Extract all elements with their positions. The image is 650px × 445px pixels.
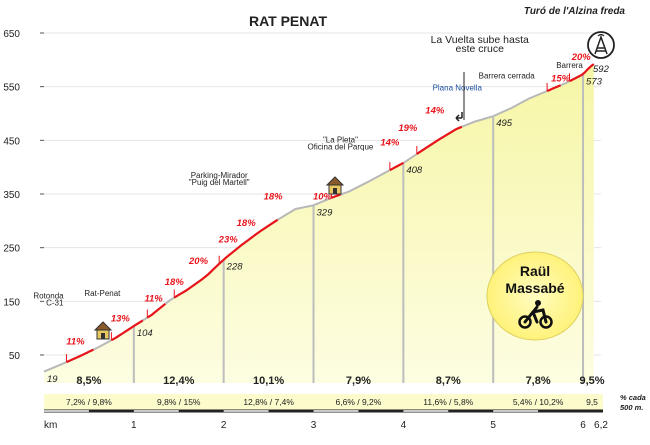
gradient-label: 19% [398, 123, 418, 134]
elevation-label: 495 [496, 118, 513, 129]
x-tick-label: 6 [580, 420, 586, 431]
segment-average-label: 12,4% [163, 375, 194, 387]
author-first-name: Raül [520, 263, 550, 279]
gradient-label: 18% [264, 191, 284, 202]
half-km-label: 11,6% / 5,8% [423, 397, 473, 407]
steep-section-line [66, 348, 94, 364]
annotation-label: "La Pleta" [323, 135, 358, 144]
half-km-label: 7,2% / 9,8% [66, 397, 112, 407]
gradient-label: 14% [380, 138, 400, 149]
segment-average-label: 8,7% [436, 375, 461, 387]
annotation-label: "Puig del Martell" [189, 178, 250, 187]
x-tick-label: 3 [311, 420, 317, 431]
half-km-band-bg [44, 394, 603, 411]
y-tick-label: 450 [3, 136, 20, 147]
km-markers [132, 74, 585, 383]
steep-section-line [218, 218, 279, 265]
segment-average-label: 7,8% [526, 375, 551, 387]
y-axis-ticks: 650 550 450 350 250 150 50 [3, 29, 44, 362]
x-axis-ticks: 1 2 3 4 5 6 6,2 [131, 420, 608, 431]
annotation-label: este cruce [455, 43, 504, 55]
legend-note-1: % cada [620, 393, 646, 402]
profile-fill [44, 64, 594, 383]
gradient-label: 11% [144, 293, 163, 304]
steep-section-line [569, 63, 595, 83]
half-km-label: 9,5 [586, 397, 598, 407]
house-icon [93, 321, 113, 340]
annotation-label: La Vuelta sube hasta [431, 34, 529, 46]
gradient-label: 20% [571, 52, 592, 63]
steep-section-line [146, 303, 166, 319]
steep-section-line [331, 193, 341, 199]
elevation-label: 573 [586, 76, 603, 87]
gradient-label: 11% [66, 336, 85, 347]
y-tick-label: 350 [3, 190, 20, 201]
gradient-label: 14% [425, 106, 445, 117]
steep-section-line [110, 319, 144, 342]
half-km-label: 5,4% / 10,2% [513, 397, 564, 407]
x-tick-label: 6,2 [594, 420, 608, 431]
x-tick-label: 1 [131, 420, 137, 431]
segment-averages: 8,5% 12,4% 10,1% 7,9% 8,7% 7,8% 9,5% [76, 375, 604, 387]
x-tick-label: 4 [401, 420, 407, 431]
half-km-label: 12,8% / 7,4% [243, 397, 294, 407]
cyclist-icon [518, 300, 553, 329]
gradient-label: 10% [313, 191, 333, 202]
elevation-label: 408 [406, 165, 423, 176]
y-tick-label: 50 [9, 351, 21, 362]
half-km-band: 7,2% / 9,8% 9,8% / 15% 12,8% / 7,4% 6,6% / … [44, 394, 603, 413]
gradient-label: 13% [111, 314, 131, 325]
elevation-label: 104 [137, 328, 153, 339]
annotation-label: C-31 [46, 299, 64, 308]
steep-sections [65, 63, 595, 364]
segment-average-label: 8,5% [76, 375, 101, 387]
x-tick-label: 5 [490, 420, 496, 431]
annotation-label: Rat-Penat [84, 289, 121, 298]
profile-area [44, 64, 594, 383]
elevation-label: 228 [226, 261, 244, 272]
elevation-label: 592 [593, 64, 610, 75]
steep-section-line [389, 161, 404, 172]
gradient-label: 18% [165, 277, 185, 288]
x-axis-label: km [44, 420, 57, 431]
chart-subtitle: Turó de l'Alzina freda [524, 6, 626, 17]
author-badge: Raül Massabé [486, 251, 584, 341]
gradient-label: 23% [218, 234, 239, 245]
elevation-label: 19 [47, 374, 58, 385]
steep-section-line [416, 125, 463, 155]
junction-arrow-icon [455, 112, 463, 122]
segment-average-label: 10,1% [253, 375, 284, 387]
x-tick-label: 2 [221, 420, 227, 431]
gradient-label: 15% [551, 73, 571, 84]
annotation-label: Parking-Mirador [191, 171, 248, 180]
annotation-label: Barrera cerrada [479, 72, 536, 81]
antenna-icon [587, 31, 615, 59]
segment-average-label: 9,5% [579, 375, 604, 387]
annotation-label: Oficina del Parque [308, 142, 374, 151]
y-tick-label: 550 [3, 83, 20, 94]
annotation-label: Barrera [556, 61, 583, 70]
half-km-label: 6,6% / 9,2% [336, 397, 382, 407]
gradient-labels: 11%13%11%18%20%23%18%18% 10%14%19%14%15%2… [66, 52, 591, 347]
y-tick-label: 650 [3, 29, 20, 40]
elevation-label: 329 [317, 207, 334, 218]
author-last-name: Massabé [505, 280, 564, 296]
segment-average-label: 7,9% [346, 375, 371, 387]
chart-title: RAT PENAT [249, 13, 327, 29]
steep-section-line [173, 263, 220, 299]
gradient-label: 18% [237, 218, 257, 229]
y-tick-label: 150 [3, 297, 20, 308]
annotation-label: Plana Novella [433, 83, 483, 92]
y-tick-label: 250 [3, 244, 20, 255]
gradient-label: 20% [188, 256, 209, 267]
house-icon [325, 176, 345, 195]
steep-section-line [546, 84, 562, 93]
legend-note-2: 500 m. [620, 403, 643, 412]
half-km-label: 9,8% / 15% [157, 397, 201, 407]
annotation-label: Rotonda [33, 292, 64, 301]
